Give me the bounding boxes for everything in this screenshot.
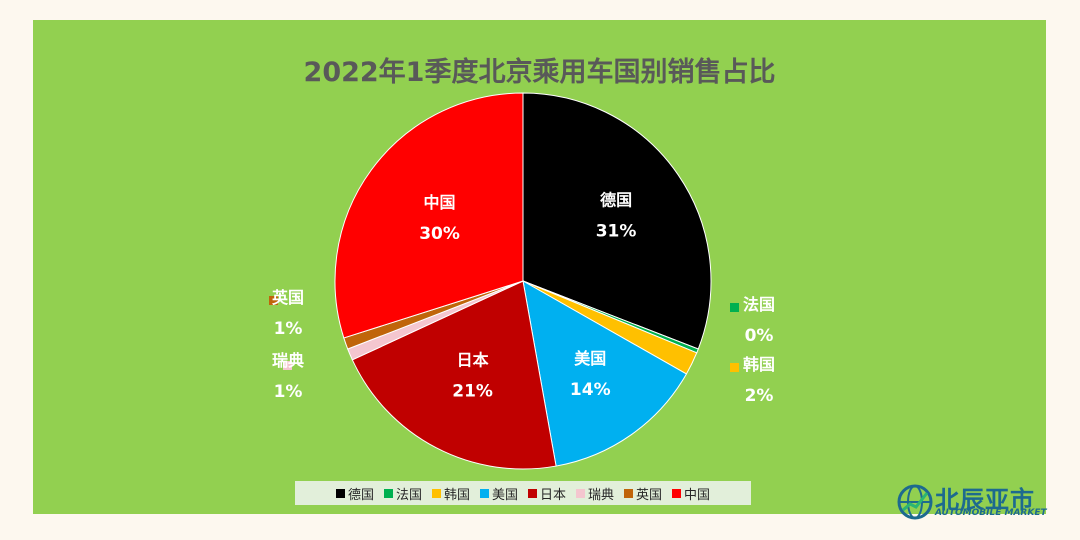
label-swatch — [730, 363, 739, 372]
slice-category-label: 瑞典 — [272, 351, 304, 370]
chart-legend: 德国 法国 韩国 美国 日本 瑞典 英国 中国 — [295, 481, 751, 505]
logo-name: 北辰亚市 — [935, 486, 1035, 514]
legend-label: 日本 — [540, 487, 567, 503]
slice-value-label: 21% — [452, 382, 493, 402]
legend-item: 中国 — [672, 484, 710, 503]
label-swatch — [730, 303, 739, 312]
slice-category-label: 德国 — [600, 190, 632, 209]
legend-item: 日本 — [528, 484, 566, 503]
legend-label: 德国 — [347, 487, 374, 503]
legend-label: 法国 — [395, 487, 422, 503]
legend-item: 法国 — [383, 484, 422, 503]
legend-label: 瑞典 — [588, 487, 615, 503]
pie-slice-5 — [351, 280, 557, 470]
pie-slice-4 — [522, 280, 688, 467]
slice-value-label: 0% — [745, 326, 774, 346]
legend-item: 瑞典 — [576, 484, 614, 503]
legend-label: 英国 — [636, 487, 663, 503]
label-swatch — [269, 296, 278, 305]
pie-slice-1 — [522, 92, 712, 350]
slice-category-label: 美国 — [574, 349, 606, 368]
legend-swatch — [576, 488, 586, 498]
chart-title: 2022年1季度北京乘用车国别销售占比 — [303, 57, 776, 88]
legend-item: 美国 — [479, 484, 518, 503]
chart-panel: 2022年1季度北京乘用车国别销售占比 德国 31% 法国 0% 韩国 2% 美国 14% 日本… — [33, 20, 1046, 514]
slice-value-label: 14% — [570, 380, 611, 400]
slice-value-label: 1% — [274, 382, 303, 402]
logo-globe-icon — [897, 484, 933, 520]
slice-value-label: 31% — [596, 221, 637, 241]
legend-swatch — [624, 488, 634, 498]
slice-category-label: 中国 — [424, 193, 456, 212]
legend-swatch — [335, 488, 345, 498]
legend-label: 美国 — [491, 487, 518, 503]
slice-value-label: 1% — [274, 319, 303, 339]
slice-value-label: 2% — [745, 386, 774, 406]
legend-item: 英国 — [624, 484, 662, 503]
slice-category-label: 日本 — [457, 351, 489, 370]
legend-item: 韩国 — [431, 484, 470, 503]
legend-swatch — [479, 488, 489, 498]
legend-swatch — [383, 488, 393, 498]
pie-chart: 德国 31% 法国 0% 韩国 2% 美国 14% 日本 21% 瑞典 1% 英国 1% 中国 30% — [269, 92, 775, 470]
slice-category-label: 韩国 — [743, 355, 775, 374]
label-swatch — [283, 361, 292, 370]
legend-swatch — [672, 488, 682, 498]
pie-slice-8 — [334, 92, 524, 339]
slice-category-label: 法国 — [743, 295, 775, 314]
legend-label: 中国 — [684, 487, 711, 503]
legend-label: 韩国 — [443, 487, 470, 503]
legend-swatch — [431, 488, 441, 498]
brand-logo: 北辰亚市 AUTOMOBILE MARKET — [897, 484, 1067, 524]
legend-item: 德国 — [335, 484, 374, 503]
slice-value-label: 30% — [419, 224, 460, 244]
logo-subtitle: AUTOMOBILE MARKET — [935, 508, 1047, 518]
legend-swatch — [528, 488, 537, 498]
slice-category-label: 英国 — [271, 288, 304, 307]
